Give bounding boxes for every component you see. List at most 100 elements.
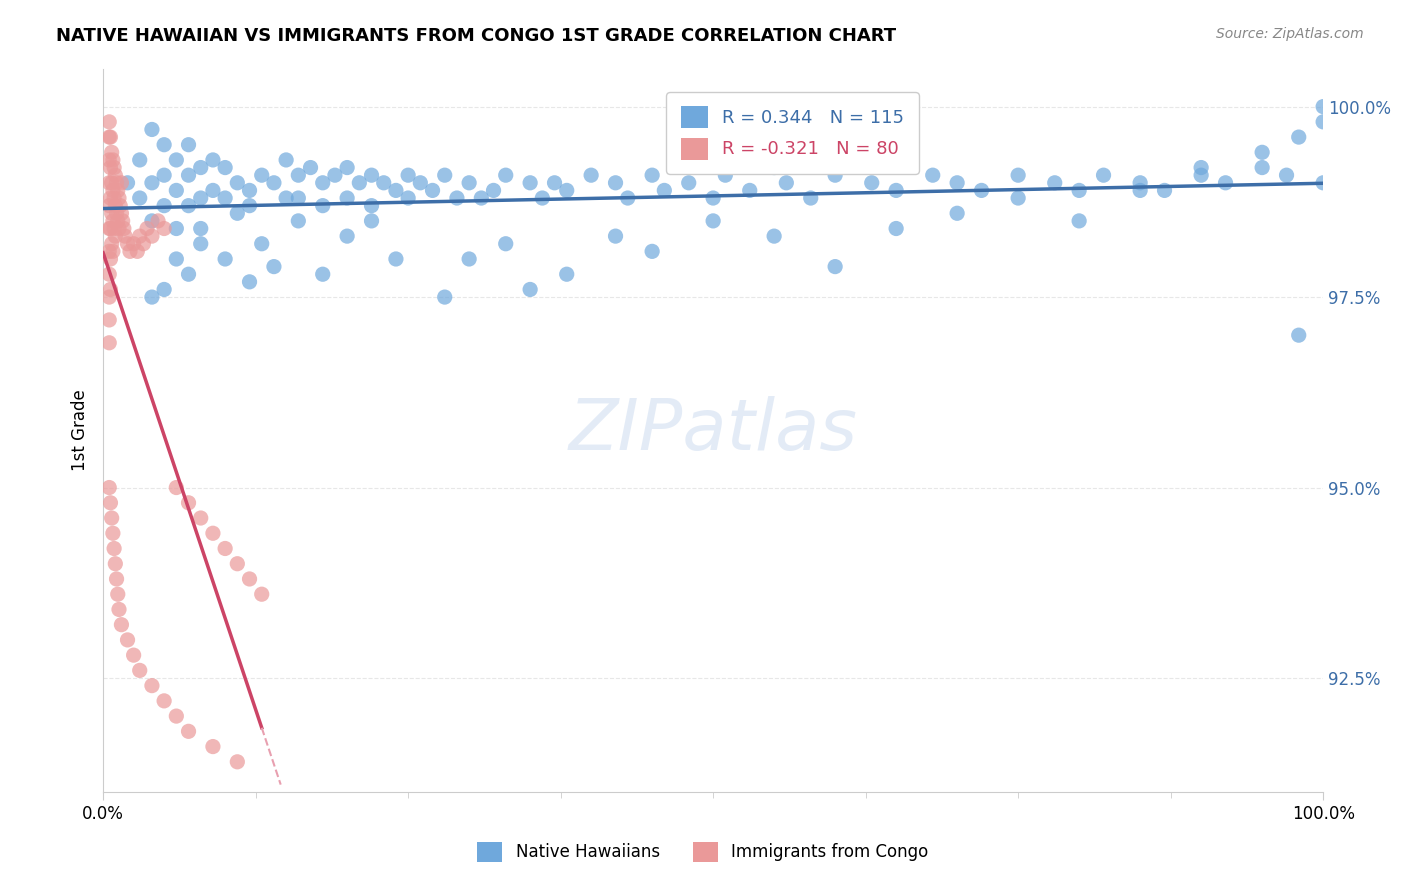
Point [146,214,169,228]
Point [287,214,309,228]
Point [409,176,432,190]
Point [263,260,285,274]
Point [100,161,122,175]
Point [1007,191,1029,205]
Point [396,191,419,205]
Point [495,168,517,182]
Point [226,557,249,571]
Point [1129,176,1152,190]
Point [110,176,132,190]
Point [312,199,335,213]
Point [165,481,187,495]
Point [128,229,150,244]
Point [312,267,335,281]
Point [118,244,141,259]
Point [226,176,249,190]
Point [117,176,139,190]
Point [312,176,335,190]
Point [1153,183,1175,197]
Point [201,183,224,197]
Point [100,145,122,160]
Point [433,168,456,182]
Point [153,694,176,708]
Point [127,244,149,259]
Point [103,221,125,235]
Point [238,572,260,586]
Point [153,199,176,213]
Point [276,191,298,205]
Point [103,191,125,205]
Point [1215,176,1237,190]
Point [107,183,129,197]
Point [226,755,249,769]
Point [238,183,260,197]
Point [190,236,212,251]
Point [177,267,200,281]
Point [299,161,322,175]
Point [921,168,943,182]
Point [555,183,578,197]
Point [107,587,129,601]
Point [605,176,627,190]
Point [100,236,122,251]
Point [641,244,664,259]
Point [105,206,128,220]
Point [1275,168,1298,182]
Point [100,511,122,525]
Point [104,229,127,244]
Point [800,191,823,205]
Point [100,252,122,266]
Point [98,313,121,327]
Point [153,221,176,235]
Point [98,130,121,145]
Point [141,290,163,304]
Point [775,176,797,190]
Point [323,168,346,182]
Point [114,229,136,244]
Point [946,206,969,220]
Point [1069,183,1091,197]
Point [250,168,273,182]
Text: Source: ZipAtlas.com: Source: ZipAtlas.com [1216,27,1364,41]
Point [763,161,786,175]
Point [103,161,125,175]
Point [153,137,176,152]
Point [702,191,724,205]
Point [470,191,492,205]
Point [177,724,200,739]
Point [458,252,481,266]
Point [422,183,444,197]
Point [110,206,132,220]
Point [714,168,737,182]
Point [201,526,224,541]
Point [141,229,163,244]
Y-axis label: 1st Grade: 1st Grade [72,390,89,471]
Point [641,168,664,182]
Legend: Native Hawaiians, Immigrants from Congo: Native Hawaiians, Immigrants from Congo [470,833,936,871]
Point [153,283,176,297]
Point [101,153,124,167]
Point [1189,161,1212,175]
Point [100,206,122,220]
Point [98,267,121,281]
Point [108,602,131,616]
Point [190,221,212,235]
Point [360,199,382,213]
Point [101,244,124,259]
Point [702,214,724,228]
Point [360,214,382,228]
Point [1312,100,1334,114]
Point [108,221,131,235]
Point [110,617,132,632]
Point [177,137,200,152]
Point [104,557,127,571]
Point [531,191,554,205]
Point [214,541,236,556]
Point [555,267,578,281]
Point [165,153,187,167]
Point [98,153,121,167]
Point [616,191,638,205]
Point [177,496,200,510]
Point [98,335,121,350]
Point [111,214,134,228]
